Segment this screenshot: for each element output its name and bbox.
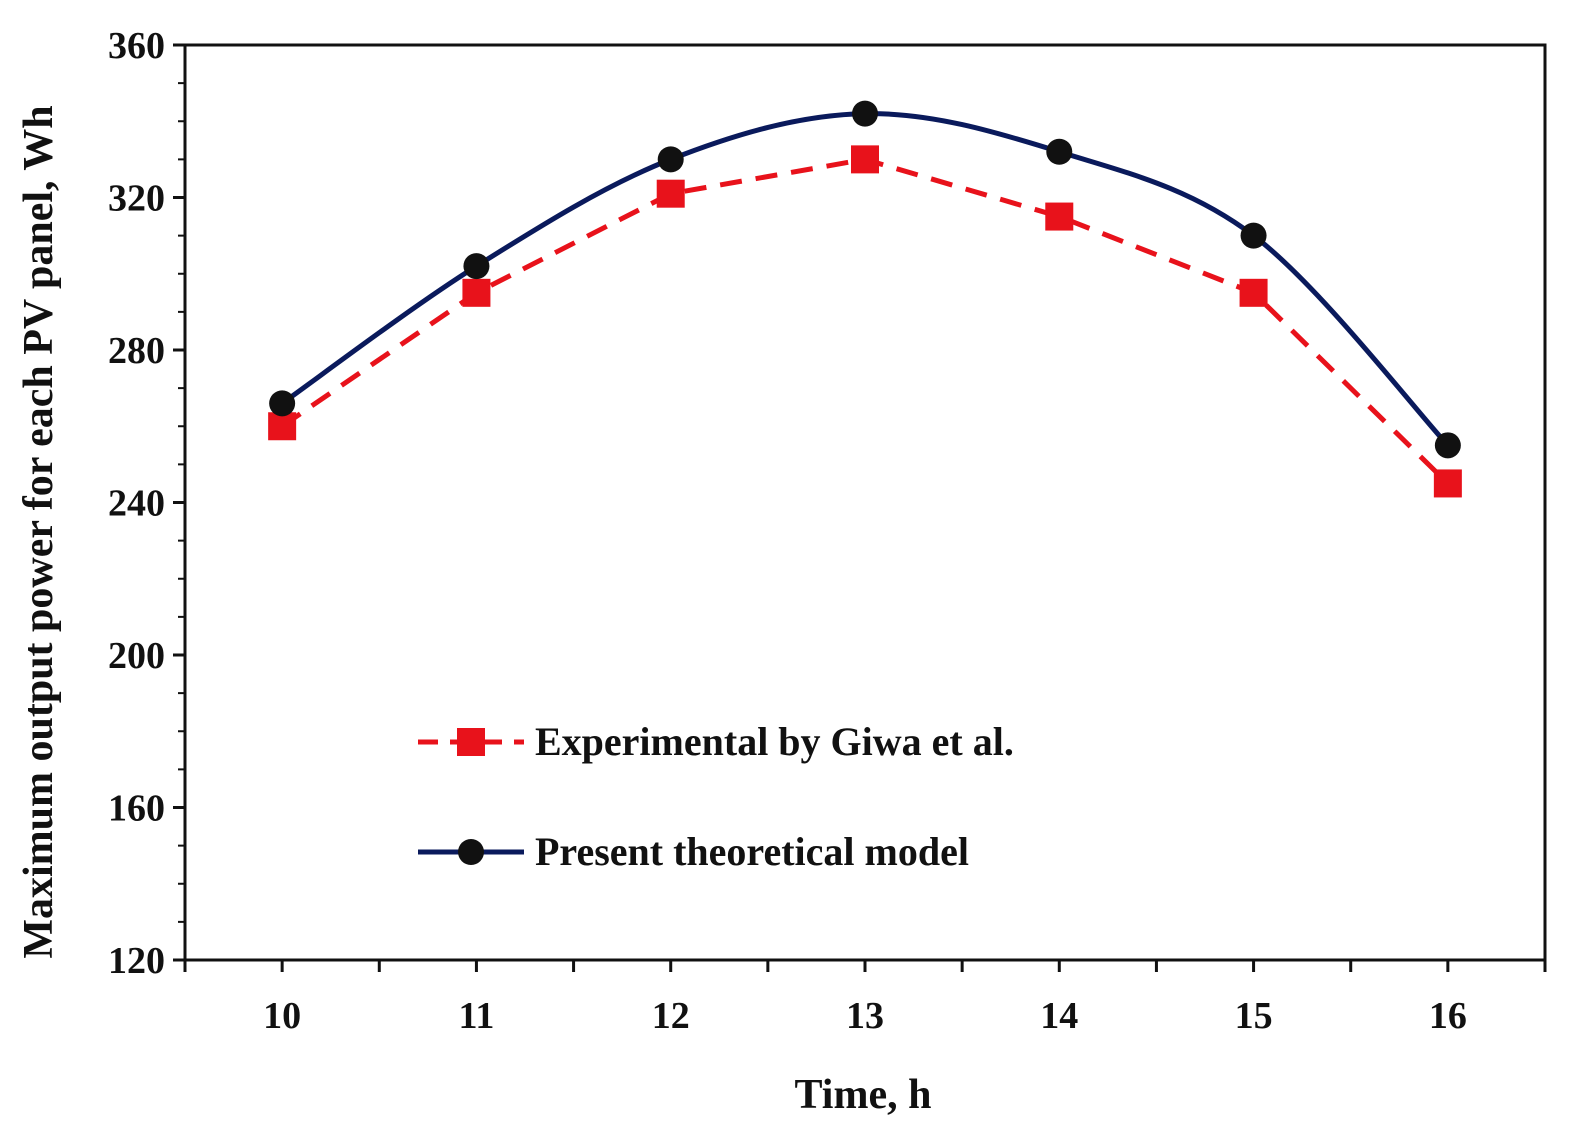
y-tick-label: 240 — [108, 483, 165, 525]
y-tick-label: 120 — [108, 940, 165, 982]
legend: Experimental by Giwa et al. Present theor… — [418, 719, 1014, 874]
x-tick-label: 15 — [1235, 995, 1273, 1037]
legend-label: Present theoretical model — [535, 829, 969, 874]
square-marker — [851, 145, 879, 174]
ticks-layer: 120 160 200 240 280 320 360 10 11 12 13 14 15 16 — [108, 25, 1547, 1037]
x-tick-label: 12 — [652, 995, 690, 1037]
square-marker — [462, 278, 491, 307]
circle-marker — [269, 390, 296, 417]
x-tick-label: 16 — [1429, 995, 1467, 1037]
circle-marker — [852, 100, 878, 127]
series-2 — [269, 100, 1461, 459]
axes-layer — [183, 43, 1547, 962]
series-1 — [268, 145, 1462, 498]
square-marker — [1045, 202, 1074, 231]
x-tick-label: 13 — [846, 995, 884, 1037]
legend-item-1: Experimental by Giwa et al. — [418, 719, 1014, 764]
series-layer — [268, 100, 1462, 498]
x-tick-label: 11 — [458, 995, 494, 1037]
legend-marker — [458, 839, 484, 865]
square-marker — [268, 412, 297, 441]
x-tick-label: 10 — [263, 995, 301, 1037]
legend-item-2: Present theoretical model — [418, 829, 969, 874]
x-tick-label: 14 — [1040, 995, 1078, 1037]
legend-label: Experimental by Giwa et al. — [535, 719, 1014, 764]
x-axis-title: Time, h — [795, 1072, 932, 1118]
circle-marker — [463, 253, 490, 280]
circle-marker — [1434, 432, 1461, 459]
y-tick-label: 200 — [108, 635, 165, 677]
legend-marker — [457, 728, 485, 756]
y-tick-label: 160 — [108, 788, 165, 830]
square-marker — [1433, 469, 1462, 498]
circle-marker — [1046, 138, 1073, 165]
square-marker — [656, 179, 685, 208]
y-tick-label: 320 — [108, 178, 165, 220]
plot-frame — [183, 43, 1547, 962]
circle-marker — [1240, 222, 1267, 249]
y-tick-label: 280 — [108, 330, 165, 372]
square-marker — [1239, 278, 1268, 307]
y-axis-title: Maximum output power for each PV panel, … — [16, 105, 62, 958]
circle-marker — [657, 146, 684, 173]
series-line — [280, 156, 1450, 486]
y-tick-label: 360 — [108, 25, 165, 67]
